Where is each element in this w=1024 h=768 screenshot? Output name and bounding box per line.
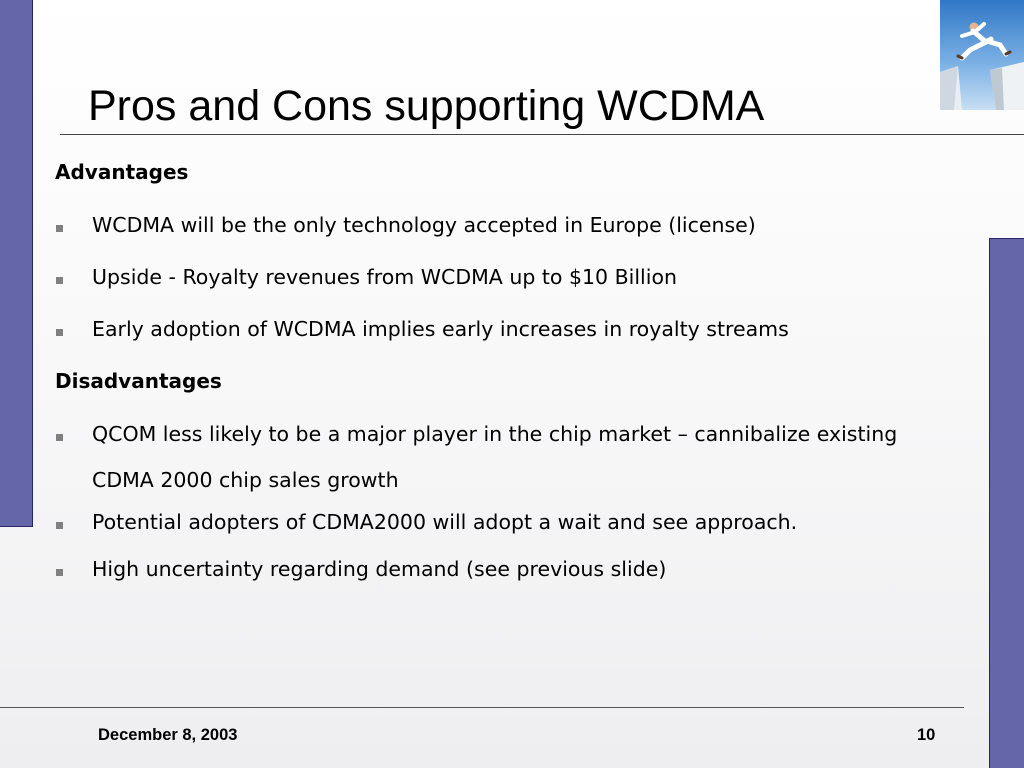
bullet-icon <box>56 277 63 284</box>
disadvantage-item: Potential adopters of CDMA2000 will adop… <box>92 510 798 534</box>
page-number: 10 <box>917 726 936 744</box>
left-accent-bar <box>0 0 33 527</box>
advantage-item: WCDMA will be the only technology accept… <box>92 213 756 237</box>
bullet-icon <box>56 569 63 576</box>
footer-divider <box>0 707 964 708</box>
disadvantage-item-line: QCOM less likely to be a major player in… <box>92 422 898 446</box>
bullet-icon <box>56 329 63 336</box>
bullet-icon <box>56 522 63 529</box>
footer-date: December 8, 2003 <box>98 726 238 744</box>
bullet-icon <box>56 434 63 441</box>
slide-title: Pros and Cons supporting WCDMA <box>88 82 765 130</box>
disadvantages-heading: Disadvantages <box>55 369 222 393</box>
advantage-item: Upside - Royalty revenues from WCDMA up … <box>92 265 677 289</box>
advantages-heading: Advantages <box>55 160 189 184</box>
bullet-icon <box>56 225 63 232</box>
disadvantage-item-line: CDMA 2000 chip sales growth <box>92 468 399 492</box>
right-accent-bar <box>989 238 1024 768</box>
disadvantage-item: High uncertainty regarding demand (see p… <box>92 557 667 581</box>
jumping-man-photo <box>940 0 1024 110</box>
title-divider <box>60 134 1024 135</box>
advantage-item: Early adoption of WCDMA implies early in… <box>92 317 789 341</box>
